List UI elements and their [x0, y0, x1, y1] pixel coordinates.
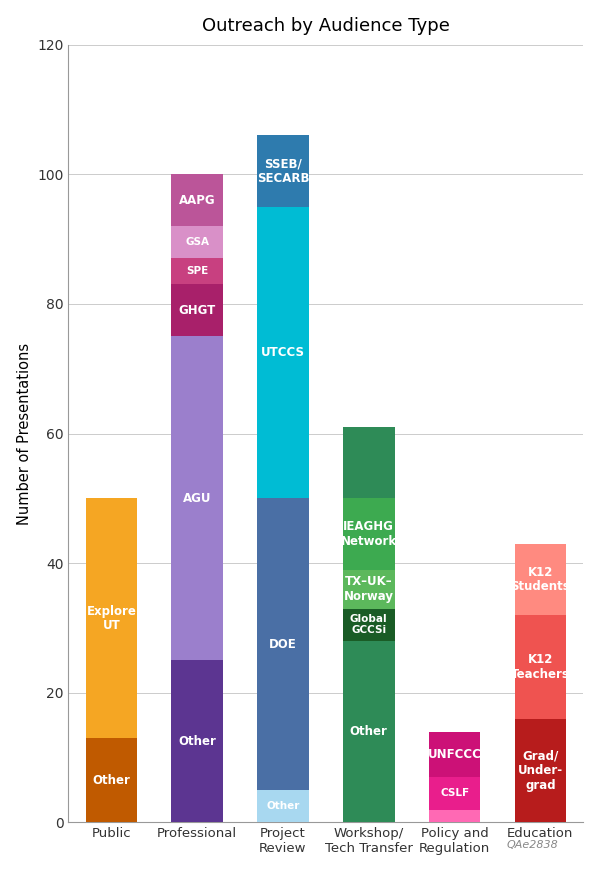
Bar [429, 732, 481, 777]
Bar [515, 615, 566, 719]
Text: UNFCCC: UNFCCC [428, 748, 482, 761]
Bar [257, 498, 309, 790]
Text: Other: Other [92, 773, 130, 787]
Bar [172, 337, 223, 660]
Bar [172, 258, 223, 284]
Text: GSA: GSA [185, 237, 209, 248]
Bar [86, 739, 137, 822]
Bar [257, 207, 309, 498]
Title: Outreach by Audience Type: Outreach by Audience Type [202, 17, 450, 35]
Text: Other: Other [350, 726, 388, 739]
Bar [515, 719, 566, 822]
Bar [172, 226, 223, 258]
Bar [429, 809, 481, 822]
Text: IEAGHG
Network: IEAGHG Network [341, 521, 397, 548]
Bar [343, 641, 395, 822]
Text: Grad/
Under-
grad: Grad/ Under- grad [518, 750, 563, 792]
Text: SPE: SPE [186, 267, 208, 276]
Bar [172, 284, 223, 337]
Y-axis label: Number of Presentations: Number of Presentations [17, 343, 32, 525]
Bar [343, 609, 395, 641]
Text: K12
Teachers: K12 Teachers [511, 653, 570, 681]
Text: K12
Students: K12 Students [511, 566, 571, 593]
Text: Global
GCCSi: Global GCCSi [350, 614, 388, 636]
Bar [343, 569, 395, 609]
Bar [343, 427, 395, 498]
Text: UTCCS: UTCCS [261, 346, 305, 359]
Text: CSLF: CSLF [440, 788, 469, 798]
Bar [515, 544, 566, 615]
Text: Other: Other [266, 801, 299, 811]
Text: Explore
UT: Explore UT [86, 604, 136, 632]
Text: QAe2838: QAe2838 [506, 841, 558, 850]
Text: GHGT: GHGT [179, 303, 216, 317]
Bar [172, 174, 223, 226]
Text: DOE: DOE [269, 637, 297, 651]
Bar [343, 498, 395, 569]
Bar [257, 790, 309, 822]
Bar [429, 777, 481, 809]
Text: AGU: AGU [183, 492, 211, 505]
Bar [86, 498, 137, 739]
Text: AAPG: AAPG [179, 194, 215, 207]
Text: SSEB/
SECARB: SSEB/ SECARB [257, 157, 309, 185]
Bar [257, 135, 309, 207]
Bar [172, 660, 223, 822]
Text: TX–UK–
Norway: TX–UK– Norway [344, 576, 394, 603]
Text: Other: Other [178, 735, 216, 748]
